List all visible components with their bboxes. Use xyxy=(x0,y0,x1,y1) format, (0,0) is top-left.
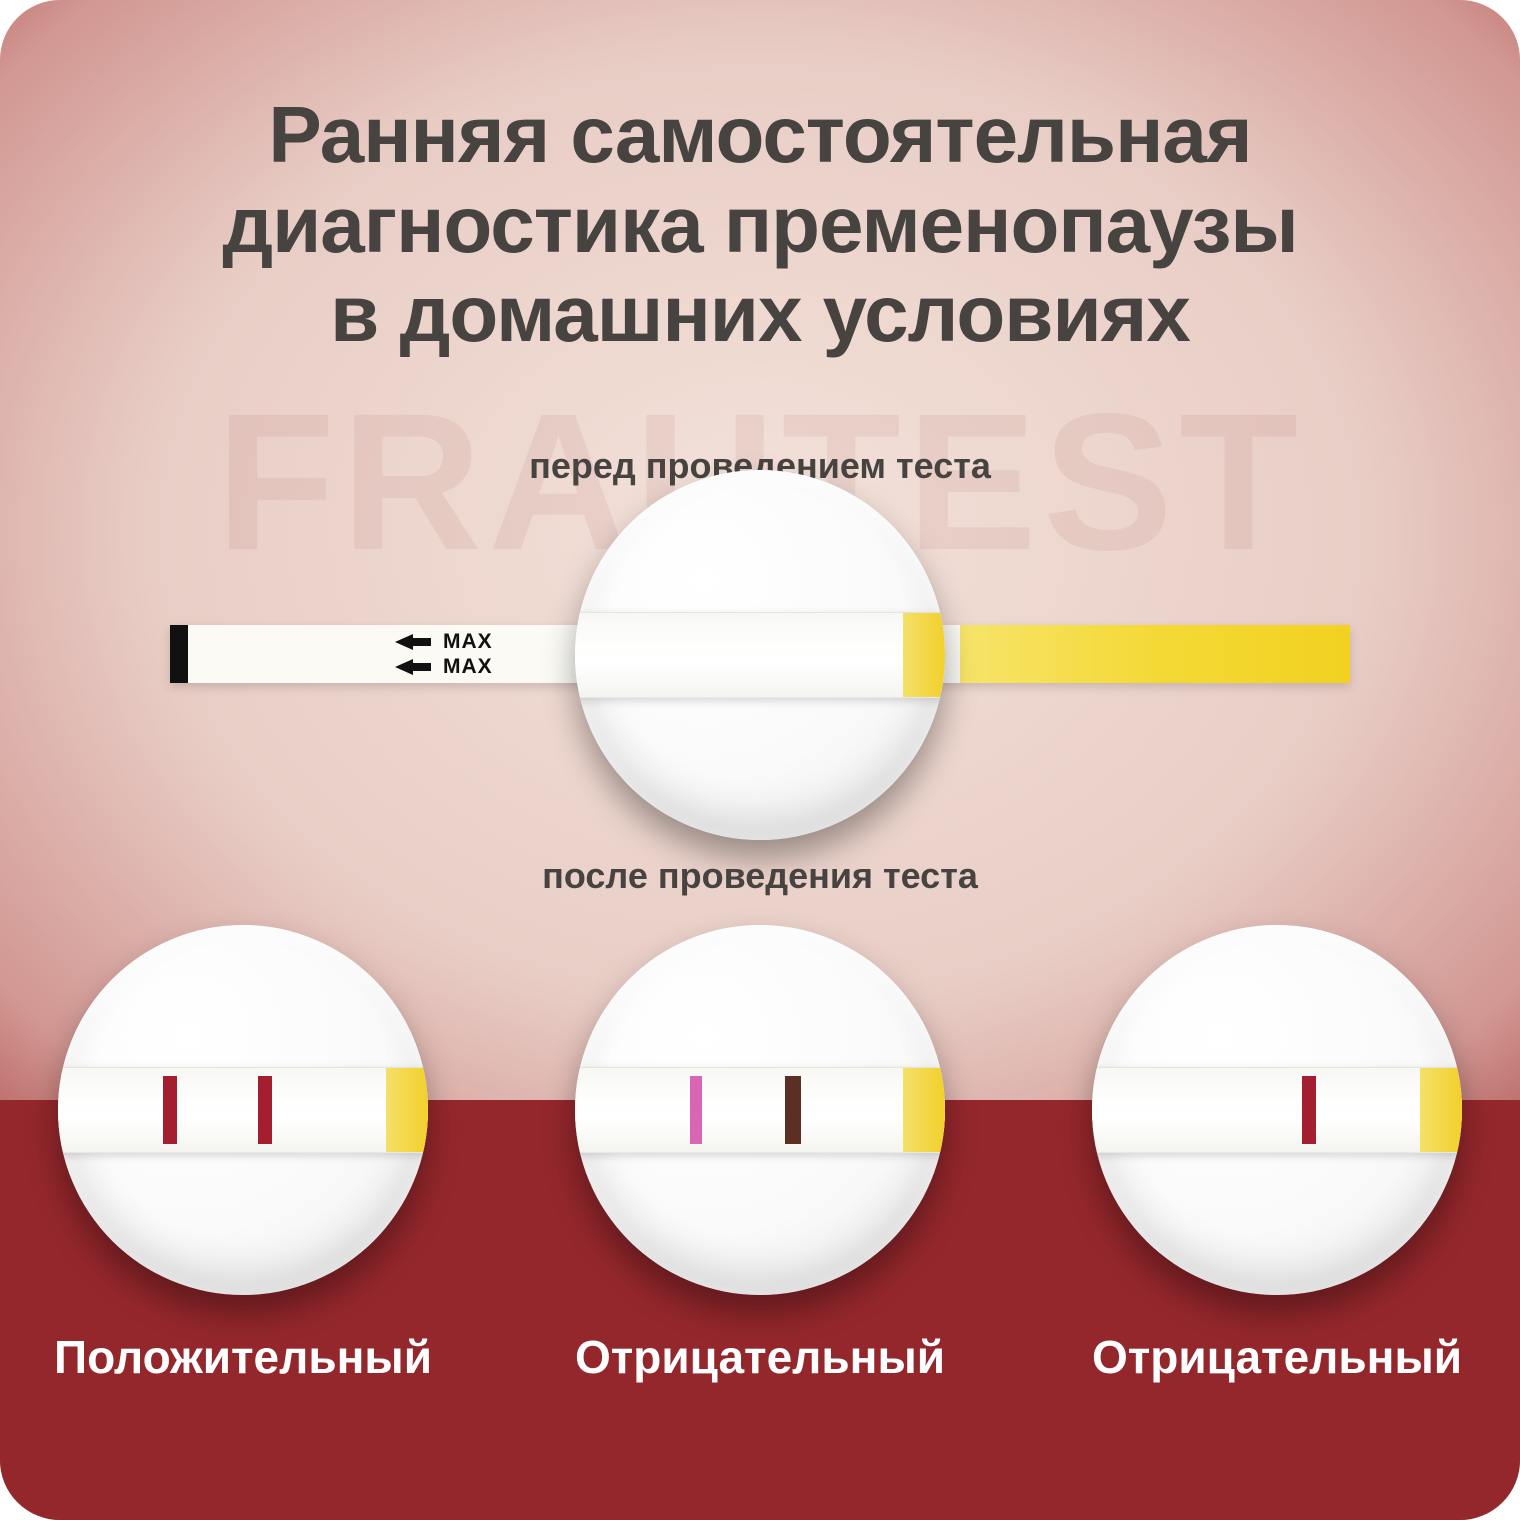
title-line-1: Ранняя самостоятельная xyxy=(268,90,1251,179)
result-line xyxy=(163,1076,177,1144)
result-label-positive: Положительный xyxy=(18,1330,468,1384)
arrow-left-icon xyxy=(395,634,413,650)
max-label: MAX xyxy=(443,655,493,679)
strip-in-lens xyxy=(575,612,945,698)
magnifier-result-negative-1 xyxy=(575,925,945,1295)
strip-in-lens xyxy=(575,1067,945,1153)
result-line xyxy=(690,1076,702,1144)
result-label-negative-1: Отрицательный xyxy=(535,1330,985,1384)
max-level-marker: MAX MAX xyxy=(395,629,493,679)
result-line xyxy=(258,1076,272,1144)
arrow-left-icon xyxy=(395,659,413,675)
strip-yellow-in-lens xyxy=(903,613,945,697)
magnifier-before-test xyxy=(575,470,945,840)
strip-in-lens xyxy=(58,1067,428,1153)
title-line-3: в домашних условиях xyxy=(330,269,1190,358)
title-line-2: диагностика пременопаузы xyxy=(222,180,1297,269)
strip-yellow-in-lens xyxy=(1420,1068,1462,1152)
strip-in-lens xyxy=(1092,1067,1462,1153)
magnifier-result-positive xyxy=(58,925,428,1295)
subtitle-after-test: после проведения теста xyxy=(0,855,1520,897)
main-title: Ранняя самостоятельная диагностика преме… xyxy=(0,90,1520,359)
strip-yellow-in-lens xyxy=(903,1068,945,1152)
strip-yellow-tip xyxy=(960,625,1350,683)
max-label: MAX xyxy=(443,630,493,654)
result-line xyxy=(785,1076,801,1144)
strip-yellow-in-lens xyxy=(386,1068,428,1152)
result-line xyxy=(1302,1076,1316,1144)
result-label-negative-2: Отрицательный xyxy=(1052,1330,1502,1384)
magnifier-result-negative-2 xyxy=(1092,925,1462,1295)
infographic-card: FRAUTEST Ранняя самостоятельная диагност… xyxy=(0,0,1520,1520)
